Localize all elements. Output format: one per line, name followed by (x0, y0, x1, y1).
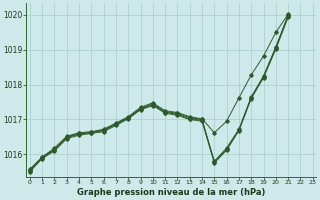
X-axis label: Graphe pression niveau de la mer (hPa): Graphe pression niveau de la mer (hPa) (77, 188, 266, 197)
